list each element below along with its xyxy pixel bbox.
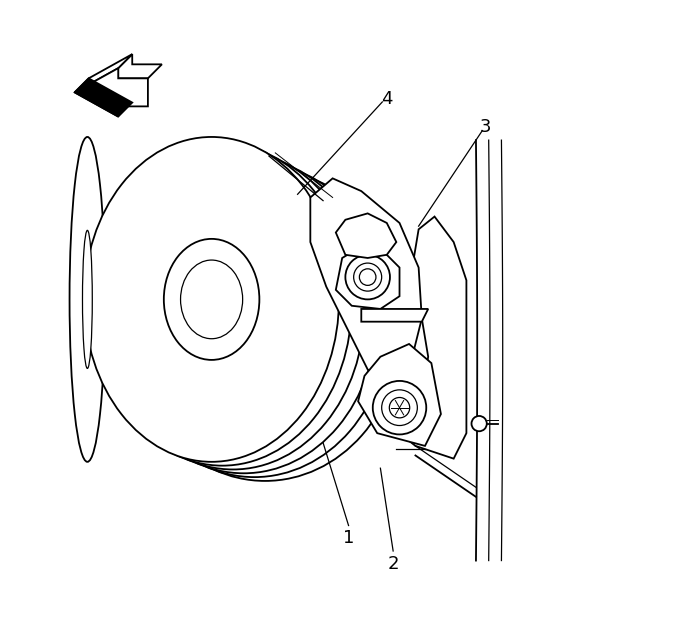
Text: 2: 2 — [387, 555, 399, 573]
Ellipse shape — [180, 260, 243, 339]
Ellipse shape — [70, 137, 105, 462]
Text: 4: 4 — [381, 90, 393, 108]
Circle shape — [354, 263, 382, 291]
Circle shape — [345, 255, 390, 299]
Circle shape — [471, 416, 487, 431]
Ellipse shape — [164, 239, 260, 360]
Circle shape — [359, 269, 376, 285]
Polygon shape — [361, 309, 428, 322]
Circle shape — [389, 397, 410, 418]
Polygon shape — [358, 344, 441, 446]
Ellipse shape — [102, 150, 364, 469]
Ellipse shape — [93, 143, 352, 466]
Circle shape — [373, 381, 426, 434]
Ellipse shape — [128, 169, 402, 481]
Ellipse shape — [84, 137, 339, 462]
Polygon shape — [75, 78, 132, 117]
Circle shape — [382, 390, 418, 426]
Polygon shape — [311, 178, 422, 382]
Polygon shape — [75, 54, 132, 92]
Text: 3: 3 — [480, 118, 492, 136]
Polygon shape — [75, 68, 148, 117]
Ellipse shape — [111, 156, 377, 473]
Polygon shape — [336, 213, 397, 258]
Ellipse shape — [119, 162, 389, 477]
Polygon shape — [118, 54, 162, 78]
Polygon shape — [399, 217, 466, 459]
Text: 1: 1 — [343, 529, 354, 547]
Ellipse shape — [83, 231, 92, 368]
Polygon shape — [336, 248, 399, 309]
